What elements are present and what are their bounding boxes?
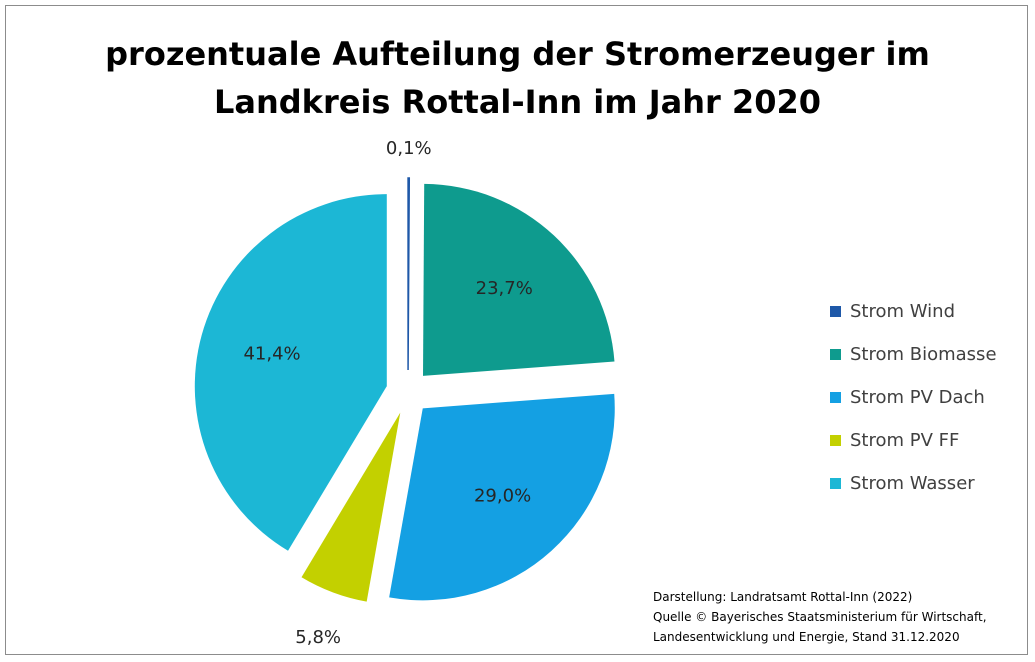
- pie-label-biomasse: 23,7%: [476, 278, 533, 299]
- legend-swatch-biomasse: [830, 349, 841, 360]
- legend-item-wind: Strom Wind: [830, 290, 997, 333]
- chart-title-line-1: prozentuale Aufteilung der Stromerzeuger…: [105, 35, 930, 73]
- legend-label-biomasse: Strom Biomasse: [850, 344, 997, 365]
- legend-swatch-pv-ff: [830, 435, 841, 446]
- legend-item-pv-dach: Strom PV Dach: [830, 376, 997, 419]
- pie-slice-wind: [407, 177, 411, 371]
- legend-swatch-pv-dach: [830, 392, 841, 403]
- chart-legend: Strom Wind Strom Biomasse Strom PV Dach …: [830, 290, 997, 505]
- source-line-3: Landesentwicklung und Energie, Stand 31.…: [653, 630, 960, 644]
- pie-slice-wasser: [194, 194, 387, 551]
- legend-label-wasser: Strom Wasser: [850, 473, 975, 494]
- legend-item-pv-ff: Strom PV FF: [830, 419, 997, 462]
- pie-slice-pv-ff: [301, 412, 401, 602]
- pie-slice-pv-dach: [389, 393, 615, 601]
- pie-label-pv-dach: 29,0%: [474, 486, 531, 507]
- pie-label-wind: 0,1%: [386, 138, 432, 159]
- pie-label-wasser: 41,4%: [243, 343, 300, 364]
- source-line-2: Quelle © Bayerisches Staatsministerium f…: [653, 610, 987, 624]
- legend-item-biomasse: Strom Biomasse: [830, 333, 997, 376]
- legend-label-pv-dach: Strom PV Dach: [850, 387, 985, 408]
- legend-swatch-wasser: [830, 478, 841, 489]
- legend-label-wind: Strom Wind: [850, 301, 955, 322]
- source-note: Darstellung: Landratsamt Rottal-Inn (202…: [653, 587, 987, 647]
- source-line-1: Darstellung: Landratsamt Rottal-Inn (202…: [653, 590, 913, 604]
- pie-slice-biomasse: [423, 183, 615, 376]
- legend-item-wasser: Strom Wasser: [830, 462, 997, 505]
- legend-swatch-wind: [830, 306, 841, 317]
- chart-title: prozentuale Aufteilung der Stromerzeuger…: [0, 30, 1035, 126]
- chart-title-line-2: Landkreis Rottal-Inn im Jahr 2020: [214, 83, 821, 121]
- legend-label-pv-ff: Strom PV FF: [850, 430, 960, 451]
- pie-label-pv-ff: 5,8%: [295, 627, 341, 648]
